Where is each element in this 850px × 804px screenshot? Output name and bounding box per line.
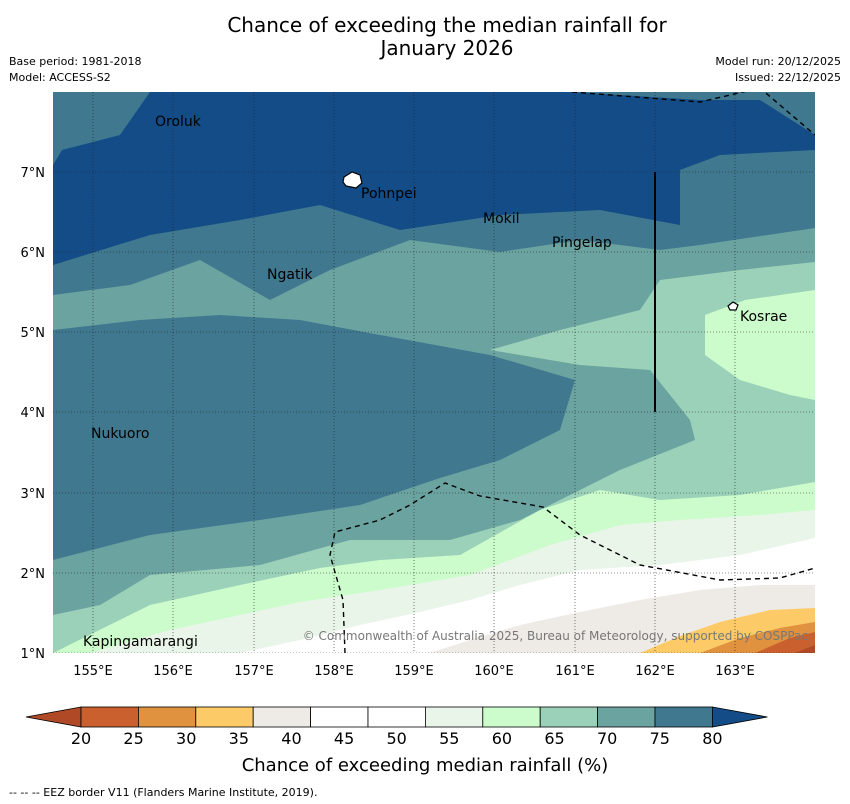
colorbar-segment (252, 706, 311, 728)
lat-label: 4°N (21, 406, 46, 421)
title-line-2: January 2026 (380, 36, 514, 60)
colorbar-segment (482, 706, 541, 728)
copyright-text: © Commonwealth of Australia 2025, Bureau… (303, 629, 808, 643)
lon-label: 160°E (474, 664, 514, 679)
colorbar-tick-label: 50 (386, 729, 407, 748)
model-name: Model: ACCESS-S2 (9, 71, 111, 84)
colorbar-tick-label: 55 (439, 729, 460, 748)
lon-label: 158°E (314, 664, 354, 679)
colorbar (25, 706, 768, 728)
colorbar-tick-label: 80 (702, 729, 723, 748)
colorbar-segment (597, 706, 656, 728)
colorbar-tick-label: 35 (228, 729, 250, 748)
lat-label: 7°N (21, 166, 46, 181)
model-run: Model run: 20/12/2025 (715, 55, 841, 68)
colorbar-tick-label: 25 (123, 729, 144, 748)
colorbar-tick-label: 45 (333, 729, 355, 748)
meta-left: Base period: 1981-2018 Model: ACCESS-S2 (9, 54, 141, 86)
colorbar-tick-label: 60 (491, 729, 513, 748)
colorbar-tick-label: 30 (176, 729, 197, 748)
lat-labels: 7°N 6°N 5°N 4°N 3°N 2°N 1°N (21, 166, 46, 662)
colorbar-tick-label: 75 (649, 729, 670, 748)
title-line-1: Chance of exceeding the median rainfall … (227, 13, 667, 37)
lon-label: 155°E (73, 664, 113, 679)
place-ngatik: Ngatik (267, 267, 313, 283)
eez-legend: -- -- -- EEZ border V11 (Flanders Marine… (9, 786, 318, 799)
lon-labels: 155°E 156°E 157°E 158°E 159°E 160°E 161°… (73, 664, 755, 679)
lon-label: 156°E (153, 664, 193, 679)
lat-label: 1°N (21, 647, 46, 662)
colorbar-tick-label: 20 (70, 729, 92, 748)
eez-border (329, 92, 815, 653)
place-pingelap: Pingelap (552, 235, 612, 251)
lon-label: 163°E (715, 664, 755, 679)
issued-date: Issued: 22/12/2025 (734, 71, 841, 84)
lon-label: 161°E (555, 664, 595, 679)
place-oroluk: Oroluk (155, 114, 202, 130)
contour-25-band (755, 632, 815, 653)
colorbar-segment (367, 706, 426, 728)
colorbar-tick-label: 70 (596, 729, 618, 748)
place-nukuoro: Nukuoro (91, 426, 149, 442)
lat-label: 5°N (21, 326, 46, 341)
colorbar-segment (195, 706, 254, 728)
lat-label: 3°N (21, 487, 46, 502)
chart-title: Chance of exceeding the median rainfall … (0, 14, 850, 60)
meta-right: Model run: 20/12/2025 Issued: 22/12/2025 (715, 54, 841, 86)
contour-layer (53, 92, 815, 653)
lon-label: 159°E (394, 664, 434, 679)
colorbar-segment (539, 706, 599, 728)
colorbar-title: Chance of exceeding median rainfall (%) (241, 755, 609, 776)
lat-label: 6°N (21, 246, 46, 261)
graticule (53, 92, 815, 653)
contour-60-kosrae (705, 290, 815, 400)
lat-label: 2°N (21, 567, 46, 582)
contour-75-ne (572, 92, 815, 135)
colorbar-segment (80, 706, 139, 728)
colorbar-tick-label: 40 (281, 729, 302, 748)
kosrae-island (727, 301, 739, 311)
place-kosrae: Kosrae (740, 309, 787, 325)
lon-label: 157°E (234, 664, 274, 679)
colorbar-segment (654, 706, 713, 728)
contour-75-nw (53, 92, 150, 165)
colorbar-arrow-low (25, 706, 82, 728)
base-period: Base period: 1981-2018 (9, 55, 142, 68)
pohnpei-island (342, 171, 363, 189)
place-pohnpei: Pohnpei (361, 186, 417, 202)
place-mokil: Mokil (483, 211, 520, 227)
colorbar-segment (137, 706, 197, 728)
contour-20-band (795, 645, 815, 653)
colorbar-segment (310, 706, 369, 728)
lon-label: 162°E (635, 664, 675, 679)
place-labels: Oroluk Pohnpei Mokil Pingelap Ngatik Kos… (83, 114, 787, 650)
colorbar-segment (424, 706, 484, 728)
colorbar-tick-label: 65 (544, 729, 565, 748)
place-kapingamarangi: Kapingamarangi (83, 634, 198, 650)
colorbar-arrow-high (712, 706, 768, 728)
